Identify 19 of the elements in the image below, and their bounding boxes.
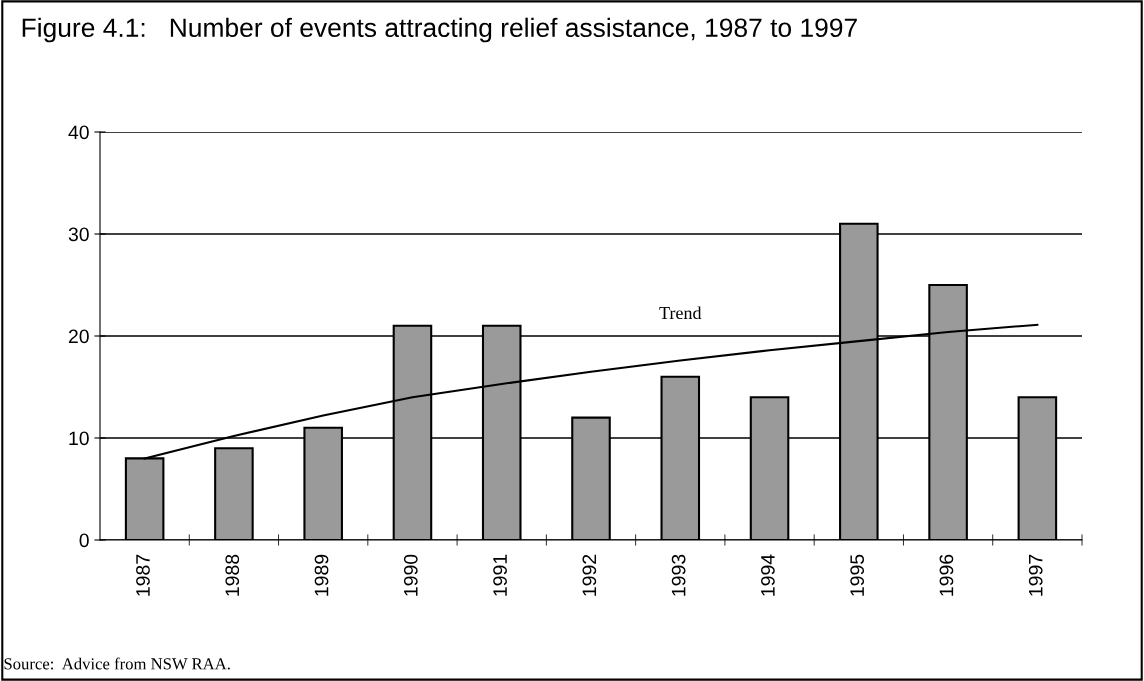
x-tick-label: 1989 (314, 554, 329, 596)
x-tick-label: 1996 (939, 554, 954, 596)
x-tick-label: 1997 (1028, 554, 1043, 596)
x-tick-label: 1993 (671, 554, 686, 596)
text: Trend (659, 306, 702, 320)
chart-title: Figure 4.1: Number of events attracting relief assistance, 1987 to 1997 (22, 17, 857, 43)
y-tick-label: 40 (68, 125, 89, 140)
source-note: Source: Advice from NSW RAA. (4, 657, 230, 670)
y-tick-label: 30 (68, 227, 89, 242)
y-tick-label: 20 (68, 329, 89, 344)
x-tick-label: 1987 (136, 554, 150, 596)
y-tick-label: 0 (79, 533, 89, 548)
x-tick-label: 1994 (761, 554, 775, 596)
x-tick-label: 1988 (225, 554, 240, 596)
x-tick-label: 1991 (493, 554, 507, 596)
x-tick-label: 1995 (850, 554, 865, 596)
y-tick-label: 10 (69, 431, 89, 446)
x-tick-label: 1992 (582, 554, 597, 596)
x-tick-label: 1990 (403, 554, 418, 596)
